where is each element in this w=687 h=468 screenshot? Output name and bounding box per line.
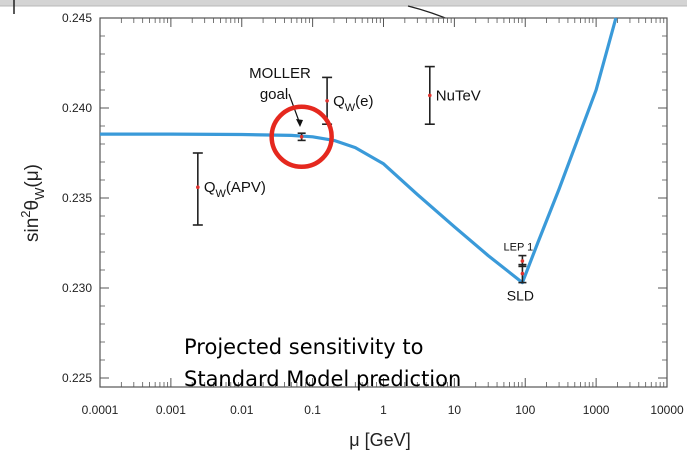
data-point bbox=[427, 93, 432, 98]
standard-model-curve bbox=[100, 17, 618, 285]
measurement-label: QW(e) bbox=[333, 93, 373, 114]
measurement-label-main: NuTeV bbox=[436, 87, 481, 104]
axis-ticks bbox=[99, 17, 668, 387]
y-tick-label: 0.230 bbox=[62, 281, 92, 295]
measurement-label: LEP 1 bbox=[504, 242, 534, 254]
x-tick-labels: 0.0001 0.001 0.01 0.1 1 10 100 1000 10000 bbox=[82, 403, 684, 417]
moller-highlight-circle bbox=[269, 104, 334, 170]
data-point bbox=[520, 271, 525, 276]
moller-arrowhead bbox=[296, 119, 303, 127]
measurement-label-tail: (APV) bbox=[226, 179, 266, 196]
measurement-label-sub: W bbox=[215, 188, 226, 200]
moller-label-line1: MOLLER bbox=[249, 65, 311, 82]
annotation-line2: Standard Model prediction bbox=[184, 367, 461, 391]
data-point bbox=[299, 135, 304, 139]
measurement-label: QW(APV) bbox=[204, 179, 266, 200]
data-point bbox=[196, 185, 200, 189]
measurement-label-tail: (e) bbox=[355, 93, 373, 110]
y-tick-label: 0.240 bbox=[62, 101, 92, 115]
measurement-label: NuTeV bbox=[436, 87, 481, 104]
y-tick-labels: 0.225 0.230 0.235 0.240 0.245 bbox=[62, 11, 92, 385]
plot-area bbox=[99, 17, 668, 388]
data-point bbox=[520, 259, 525, 263]
y-tick-label: 0.245 bbox=[62, 11, 92, 25]
x-axis-title: μ [GeV] bbox=[349, 430, 410, 450]
x-tick-label: 10 bbox=[448, 403, 462, 417]
x-tick-label: 1000 bbox=[583, 403, 610, 417]
x-tick-label: 0.01 bbox=[230, 403, 254, 417]
measurement-label-sub: W bbox=[345, 102, 356, 114]
measurement-label-main: Q bbox=[333, 93, 345, 110]
x-tick-label: 0.001 bbox=[156, 403, 186, 417]
y-axis-title-sup: 2 bbox=[18, 210, 33, 217]
y-axis-title-tail: (μ) bbox=[22, 164, 43, 188]
x-tick-label: 0.0001 bbox=[82, 403, 119, 417]
y-tick-label: 0.225 bbox=[62, 371, 92, 385]
measurement-label: SLD bbox=[507, 288, 534, 304]
y-axis-title-sin: sin bbox=[22, 218, 43, 242]
y-axis-title: sin2θW(μ) bbox=[18, 164, 47, 242]
x-tick-label: 0.1 bbox=[304, 403, 321, 417]
x-tick-label: 1 bbox=[380, 403, 387, 417]
annotation-line1: Projected sensitivity to bbox=[184, 335, 423, 359]
y-axis-title-sub: W bbox=[32, 187, 47, 200]
x-tick-label: 10000 bbox=[650, 403, 684, 417]
y-tick-label: 0.235 bbox=[62, 191, 92, 205]
top-band bbox=[0, 0, 687, 6]
moller-label-line2: goal bbox=[260, 86, 288, 103]
measurement-label-main: Q bbox=[204, 179, 216, 196]
data-point bbox=[325, 99, 329, 103]
x-tick-label: 100 bbox=[515, 403, 535, 417]
y-axis-title-theta: θ bbox=[22, 200, 43, 211]
